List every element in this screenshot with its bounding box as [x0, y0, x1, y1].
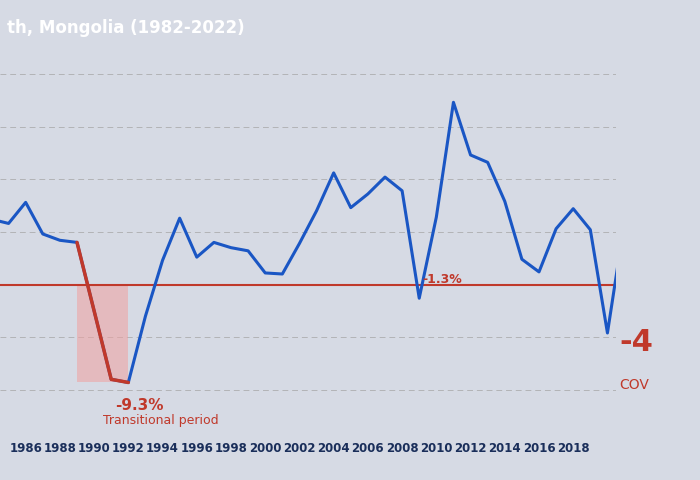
- Bar: [77, 285, 128, 383]
- Text: th, Mongolia (1982-2022): th, Mongolia (1982-2022): [7, 19, 244, 36]
- Text: -4: -4: [620, 328, 653, 357]
- Text: Transitional period: Transitional period: [103, 414, 218, 427]
- Text: -1.3%: -1.3%: [423, 273, 463, 286]
- Text: COV: COV: [620, 378, 650, 392]
- Text: -9.3%: -9.3%: [115, 398, 163, 413]
